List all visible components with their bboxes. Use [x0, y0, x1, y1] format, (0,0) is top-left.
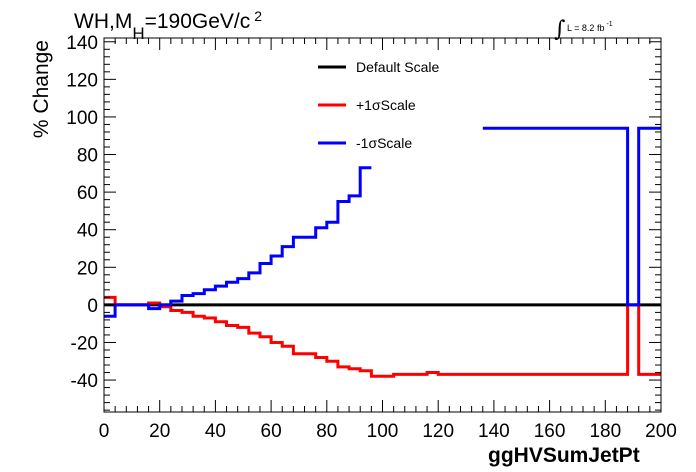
legend-label-default: Default Scale	[356, 59, 439, 75]
integral-symbol: ∫	[554, 17, 566, 42]
y-tick-label: 120	[66, 70, 98, 91]
luminosity-annotation: ∫ L = 8.2 fb -1	[554, 17, 613, 42]
y-tick-label: -40	[71, 371, 98, 392]
x-tick-label: 160	[534, 421, 566, 442]
x-tick-label: 0	[99, 421, 110, 442]
x-tick-label: 180	[589, 421, 621, 442]
x-tick-label: 200	[645, 421, 677, 442]
x-tick-label: 100	[367, 421, 399, 442]
x-tick-label: 40	[205, 421, 226, 442]
x-tick-label: 120	[422, 421, 454, 442]
x-tick-label: 140	[478, 421, 510, 442]
y-tick-label: 40	[77, 221, 98, 242]
x-axis-title: ggHVSumJetPt	[488, 444, 640, 467]
y-tick-label: 80	[77, 146, 98, 167]
x-tick-label: 60	[261, 421, 282, 442]
y-tick-label: 60	[77, 183, 98, 204]
x-tick-label: 80	[316, 421, 337, 442]
y-tick-label: 0	[87, 296, 98, 317]
y-tick-label: 140	[66, 33, 98, 54]
y-tick-label: 100	[66, 108, 98, 129]
legend-label-plus-1sigma: +1σScale	[356, 97, 416, 113]
legend-label-minus-1sigma: -1σScale	[356, 135, 412, 151]
series-line-plus-1sigma	[104, 295, 661, 378]
y-tick-label: -20	[71, 333, 98, 354]
series-line-minus-1sigma	[104, 126, 661, 318]
y-tick-label: 20	[77, 258, 98, 279]
x-tick-label: 20	[149, 421, 170, 442]
luminosity-label: L = 8.2 fb -1	[567, 21, 613, 33]
y-axis-title: % Change	[30, 40, 53, 138]
chart-title: WH,MH=190GeV/c 2	[74, 8, 262, 43]
